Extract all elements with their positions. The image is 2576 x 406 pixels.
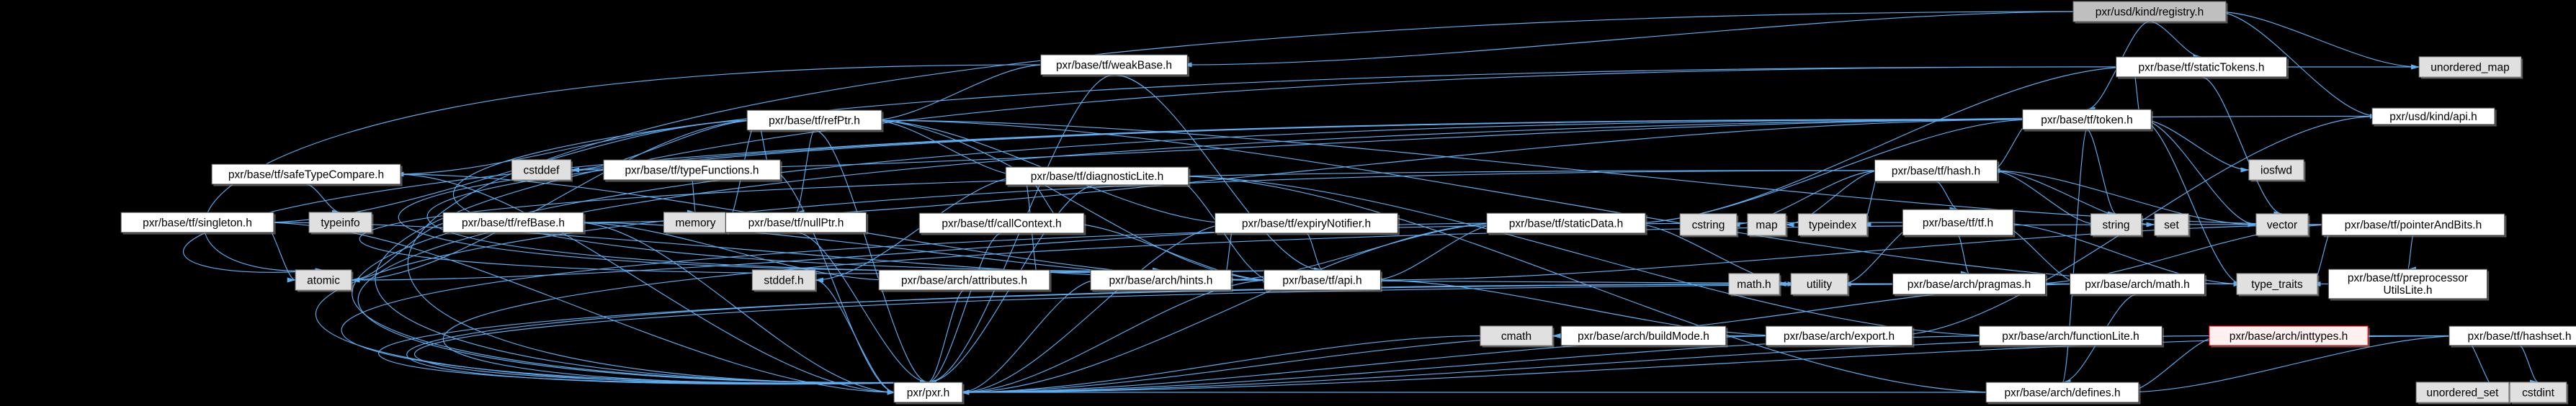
svg-text:pxr/base/tf/preprocessor: pxr/base/tf/preprocessor <box>2348 272 2468 284</box>
svg-text:pxr/base/tf/tf.h: pxr/base/tf/tf.h <box>1923 217 1993 230</box>
svg-text:cmath: cmath <box>1501 330 1531 343</box>
svg-text:unordered_map: unordered_map <box>2430 62 2509 74</box>
svg-text:pxr/base/arch/functionLite.h: pxr/base/arch/functionLite.h <box>2002 330 2139 343</box>
svg-text:map: map <box>1756 220 1777 232</box>
svg-text:pxr/base/tf/diagnosticLite.h: pxr/base/tf/diagnosticLite.h <box>1031 171 1163 183</box>
svg-text:pxr/base/tf/staticTokens.h: pxr/base/tf/staticTokens.h <box>2139 62 2265 74</box>
svg-text:pxr/base/tf/singleton.h: pxr/base/tf/singleton.h <box>143 217 252 230</box>
svg-text:typeinfo: typeinfo <box>321 217 359 230</box>
svg-text:pxr/base/tf/pointerAndBits.h: pxr/base/tf/pointerAndBits.h <box>2345 220 2482 232</box>
svg-text:pxr/base/tf/expiryNotifier.h: pxr/base/tf/expiryNotifier.h <box>1242 218 1371 230</box>
svg-text:type_traits: type_traits <box>2251 279 2303 291</box>
svg-text:pxr/base/arch/pragmas.h: pxr/base/arch/pragmas.h <box>1908 279 2031 291</box>
svg-text:pxr/base/tf/weakBase.h: pxr/base/tf/weakBase.h <box>1056 60 1172 72</box>
svg-text:atomic: atomic <box>307 275 340 287</box>
svg-text:pxr/base/tf/safeTypeCompare.h: pxr/base/tf/safeTypeCompare.h <box>228 169 384 181</box>
svg-text:pxr/base/tf/hash.h: pxr/base/tf/hash.h <box>1892 166 1980 178</box>
svg-text:unordered_set: unordered_set <box>2427 387 2500 400</box>
svg-text:cstdint: cstdint <box>2522 387 2554 400</box>
svg-text:pxr/base/tf/typeFunctions.h: pxr/base/tf/typeFunctions.h <box>625 165 759 177</box>
svg-text:pxr/base/tf/hashset.h: pxr/base/tf/hashset.h <box>2468 330 2572 343</box>
svg-text:pxr/base/arch/export.h: pxr/base/arch/export.h <box>1784 330 1895 343</box>
svg-text:pxr/base/arch/hints.h: pxr/base/arch/hints.h <box>1109 275 1213 287</box>
svg-text:pxr/base/arch/attributes.h: pxr/base/arch/attributes.h <box>901 275 1027 287</box>
svg-text:pxr/base/arch/inttypes.h: pxr/base/arch/inttypes.h <box>2230 330 2348 343</box>
svg-text:utility: utility <box>1807 279 1833 291</box>
svg-text:cstring: cstring <box>1692 220 1725 232</box>
svg-text:pxr/base/tf/callContext.h: pxr/base/tf/callContext.h <box>942 218 1061 230</box>
svg-text:stddef.h: stddef.h <box>764 275 803 287</box>
svg-text:pxr/base/arch/buildMode.h: pxr/base/arch/buildMode.h <box>1578 330 1709 343</box>
svg-text:pxr/base/tf/token.h: pxr/base/tf/token.h <box>2041 114 2133 127</box>
svg-text:pxr/base/arch/math.h: pxr/base/arch/math.h <box>2085 279 2190 291</box>
svg-text:math.h: math.h <box>1737 279 1771 291</box>
svg-text:iosfwd: iosfwd <box>2260 165 2292 177</box>
svg-text:pxr/usd/kind/registry.h: pxr/usd/kind/registry.h <box>2096 6 2204 19</box>
svg-text:memory: memory <box>676 217 716 230</box>
svg-text:pxr/pxr.h: pxr/pxr.h <box>907 387 949 400</box>
svg-text:UtilsLite.h: UtilsLite.h <box>2383 284 2432 297</box>
svg-text:pxr/base/arch/defines.h: pxr/base/arch/defines.h <box>2004 387 2120 400</box>
svg-text:pxr/usd/kind/api.h: pxr/usd/kind/api.h <box>2389 111 2477 123</box>
svg-text:pxr/base/tf/staticData.h: pxr/base/tf/staticData.h <box>1509 218 1624 230</box>
svg-text:typeindex: typeindex <box>1809 220 1857 232</box>
svg-text:pxr/base/tf/refBase.h: pxr/base/tf/refBase.h <box>462 217 565 230</box>
svg-text:cstddef: cstddef <box>524 165 560 177</box>
svg-text:pxr/base/tf/nullPtr.h: pxr/base/tf/nullPtr.h <box>748 217 844 230</box>
svg-text:string: string <box>2103 220 2130 232</box>
svg-text:vector: vector <box>2267 220 2297 232</box>
svg-text:set: set <box>2164 220 2179 232</box>
svg-text:pxr/base/tf/api.h: pxr/base/tf/api.h <box>1282 275 1361 287</box>
svg-text:pxr/base/tf/refPtr.h: pxr/base/tf/refPtr.h <box>769 115 860 127</box>
